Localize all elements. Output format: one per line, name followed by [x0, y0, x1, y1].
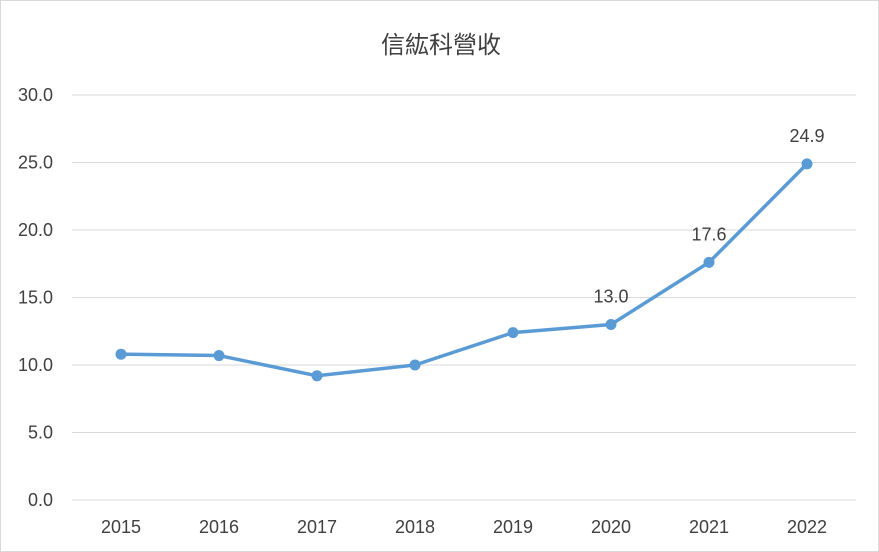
- data-point: [801, 158, 813, 170]
- data-label: 24.9: [789, 126, 824, 146]
- data-point: [311, 370, 323, 382]
- x-tick-label: 2015: [101, 517, 141, 537]
- data-labels: 13.0 17.6 24.9: [593, 126, 824, 307]
- x-tick-label: 2018: [395, 517, 435, 537]
- data-label: 17.6: [691, 224, 726, 244]
- x-tick-label: 2022: [787, 517, 827, 537]
- x-tick-label: 2017: [297, 517, 337, 537]
- data-point: [703, 256, 715, 268]
- x-tick-label: 2020: [591, 517, 631, 537]
- y-tick-label: 20.0: [18, 220, 53, 240]
- series-line: [119, 162, 809, 378]
- y-tick-label: 0.0: [28, 490, 53, 510]
- y-tick-label: 5.0: [28, 423, 53, 443]
- x-tick-label: 2021: [689, 517, 729, 537]
- data-point: [507, 327, 519, 339]
- y-tick-label: 10.0: [18, 355, 53, 375]
- x-tick-label: 2016: [199, 517, 239, 537]
- y-tick-label: 30.0: [18, 85, 53, 105]
- y-tick-label: 15.0: [18, 288, 53, 308]
- data-point: [605, 319, 617, 330]
- chart-title: 信紘科營收: [381, 31, 501, 59]
- data-point: [409, 359, 421, 371]
- data-points: [115, 158, 813, 382]
- data-label: 13.0: [593, 287, 628, 307]
- x-tick-label: 2019: [493, 517, 533, 537]
- gridlines: [72, 94, 856, 501]
- y-tick-label: 25.0: [18, 153, 53, 173]
- data-point: [213, 350, 225, 362]
- series-line-layer: [119, 162, 809, 378]
- x-axis-ticks: 2015 2016 2017 2018 2019 2020 2021 2022: [101, 517, 827, 537]
- y-axis-ticks: 0.0 5.0 10.0 15.0 20.0 25.0 30.0: [18, 85, 53, 510]
- data-point: [115, 348, 127, 360]
